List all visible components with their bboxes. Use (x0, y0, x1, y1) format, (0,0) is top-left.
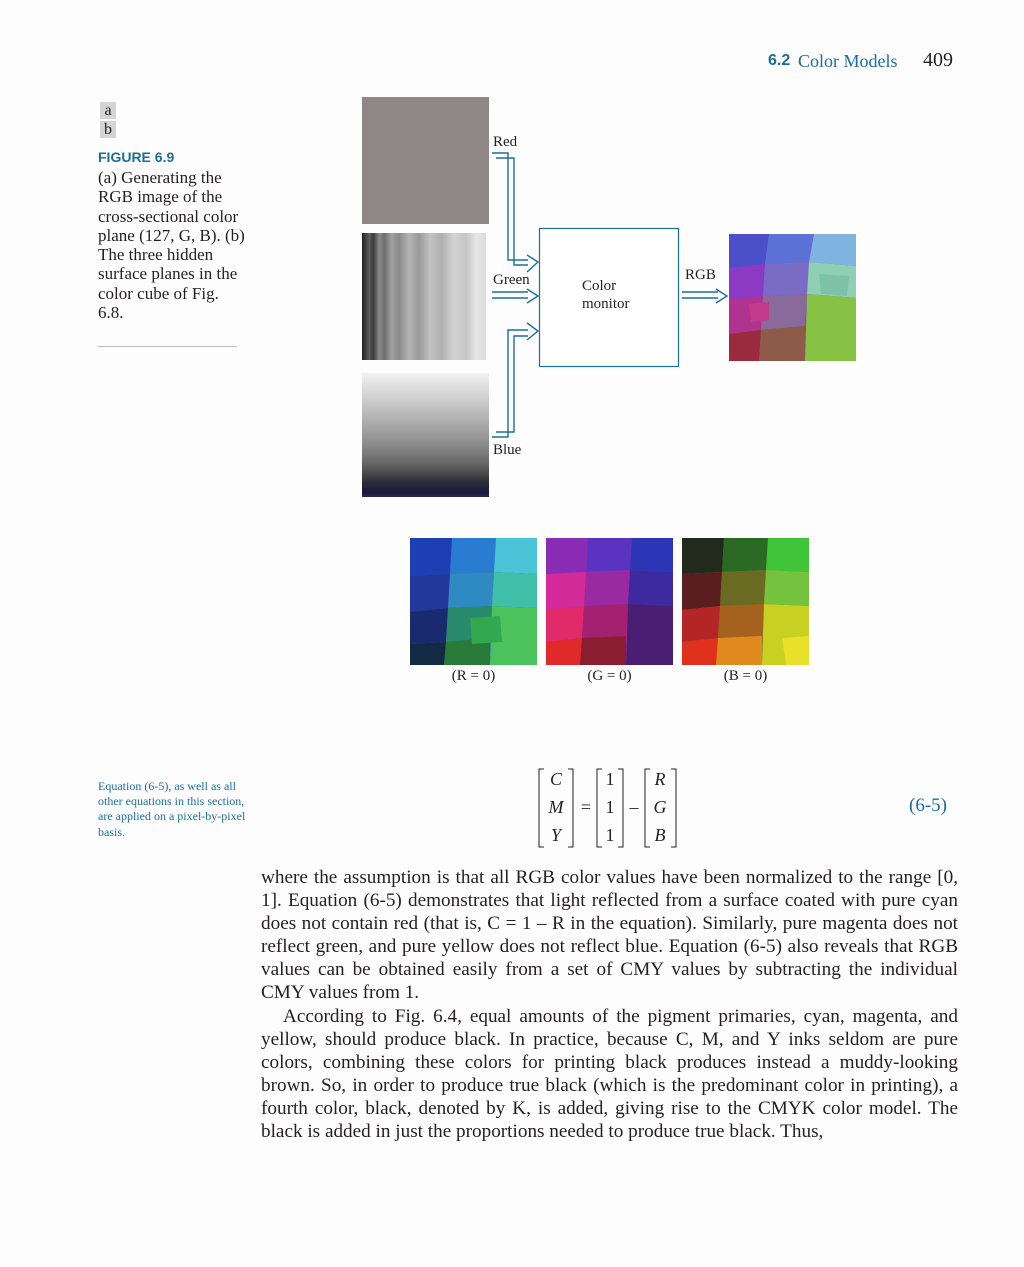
matrix-y: Y (550, 825, 561, 845)
color-monitor-box (538, 227, 680, 368)
subfigure-label-r0: (R = 0) (451, 668, 496, 684)
matrix-c: C (549, 769, 562, 789)
matrix-one: 1 (605, 825, 615, 845)
label-blue: Blue (493, 442, 522, 458)
panel-tag-a: a (100, 102, 116, 119)
blue-arrowhead (526, 322, 540, 341)
caption-divider (98, 346, 237, 347)
section-title: Color Models (798, 51, 898, 71)
paragraph: where the assumption is that all RGB col… (261, 867, 958, 1004)
matrix-one: 1 (605, 797, 615, 817)
red-plane-image (362, 97, 489, 224)
minus-sign: – (629, 797, 639, 817)
red-connector-inner (496, 157, 528, 266)
rgb-output-arrowhead (715, 288, 729, 304)
margin-note: Equation (6-5), as well as all other equ… (98, 779, 246, 839)
green-arrowhead (526, 288, 540, 304)
red-arrowhead (526, 254, 540, 273)
panel-tag-b: b (100, 121, 116, 138)
matrix-m: M (548, 797, 564, 817)
blue-connector-inner (496, 335, 528, 433)
matrix-b: B (654, 825, 666, 845)
figure-caption: (a) Generating the RGB image of the cros… (98, 168, 245, 323)
green-plane-image (362, 233, 486, 360)
red-connector (492, 152, 528, 261)
color-monitor-label: Color monitor (582, 278, 630, 312)
figure-label: FIGURE 6.9 (98, 149, 175, 165)
equation-6-5: C M Y = 1 1 1 – R G B (530, 765, 690, 851)
subfigure-label-g0: (G = 0) (587, 668, 632, 684)
subfigure-label-b0: (B = 0) (723, 668, 768, 684)
paragraph: According to Fig. 6.4, equal amounts of … (261, 1005, 958, 1143)
matrix-g: G (653, 797, 667, 817)
body-text: where the assumption is that all RGB col… (261, 866, 958, 1143)
matrix-one: 1 (605, 769, 615, 789)
b0-surface-image (682, 538, 809, 665)
page-number: 409 (923, 49, 953, 71)
label-green: Green (493, 272, 530, 288)
section-number: 6.2 (768, 52, 791, 69)
matrix-r: R (654, 769, 666, 789)
equation-number: (6-5) (909, 795, 947, 816)
label-red: Red (493, 134, 518, 150)
label-rgb: RGB (685, 267, 716, 283)
matrix-brackets (538, 768, 677, 848)
blue-connector (492, 329, 528, 438)
equals-sign: = (580, 797, 592, 817)
r0-surface-image (410, 538, 537, 665)
g0-surface-image (546, 538, 673, 665)
blue-plane-image (362, 373, 489, 497)
rgb-output-image (729, 234, 856, 361)
